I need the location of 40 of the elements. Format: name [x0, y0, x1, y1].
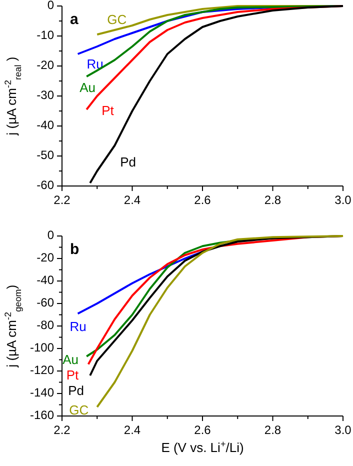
y-tick-label: -160 — [30, 408, 54, 422]
x-tick-label: 3.0 — [334, 423, 352, 437]
y-tick-label: -120 — [30, 363, 54, 378]
y-tick-label: -140 — [30, 386, 54, 400]
annotation: a — [70, 11, 79, 28]
series-label: Au — [62, 352, 78, 367]
series-label: Au — [80, 80, 96, 95]
annotation: b — [70, 241, 80, 258]
y-tick-label: -30 — [36, 88, 54, 102]
y-tick-label: 0 — [47, 0, 54, 12]
x-tick-label: 2.8 — [264, 193, 282, 207]
series-label: GC — [69, 402, 89, 418]
x-tick-label: 2.6 — [194, 193, 212, 207]
line-series — [96, 235, 344, 408]
x-tick-label: 2.8 — [264, 423, 282, 437]
y-tick-label: -100 — [30, 340, 54, 355]
y-tick-label: -20 — [36, 250, 54, 265]
y-tick-label: -60 — [36, 178, 54, 192]
series-label: Pt — [66, 368, 80, 383]
y-tick-label: -40 — [36, 273, 54, 288]
series-label: Pt — [102, 102, 114, 118]
y-tick-label: -10 — [36, 28, 54, 42]
x-tick-label: 3.0 — [334, 193, 352, 207]
series-label: Ru — [70, 319, 86, 334]
line-series — [76, 250, 204, 315]
y-tick-label: 0 — [47, 228, 54, 242]
y-tick-label: -20 — [36, 58, 54, 72]
series-label: GC — [107, 12, 127, 27]
x-axis-title: E (V vs. Li$^{+}$/Li) — [161, 439, 244, 455]
y-tick-label: -80 — [36, 318, 54, 332]
x-tick-label: 2.4 — [124, 193, 141, 207]
series-label: Pd — [120, 154, 136, 170]
x-tick-label: 2.2 — [54, 423, 71, 437]
x-tick-label: 2.6 — [194, 423, 212, 437]
y-tick-label: -50 — [36, 148, 54, 162]
x-tick-label: 2.2 — [54, 193, 71, 207]
y-tick-label: -40 — [36, 118, 54, 132]
x-tick-label: 2.4 — [124, 423, 141, 437]
series-label: Pd — [68, 382, 84, 398]
y-tick-label: -60 — [36, 296, 54, 310]
